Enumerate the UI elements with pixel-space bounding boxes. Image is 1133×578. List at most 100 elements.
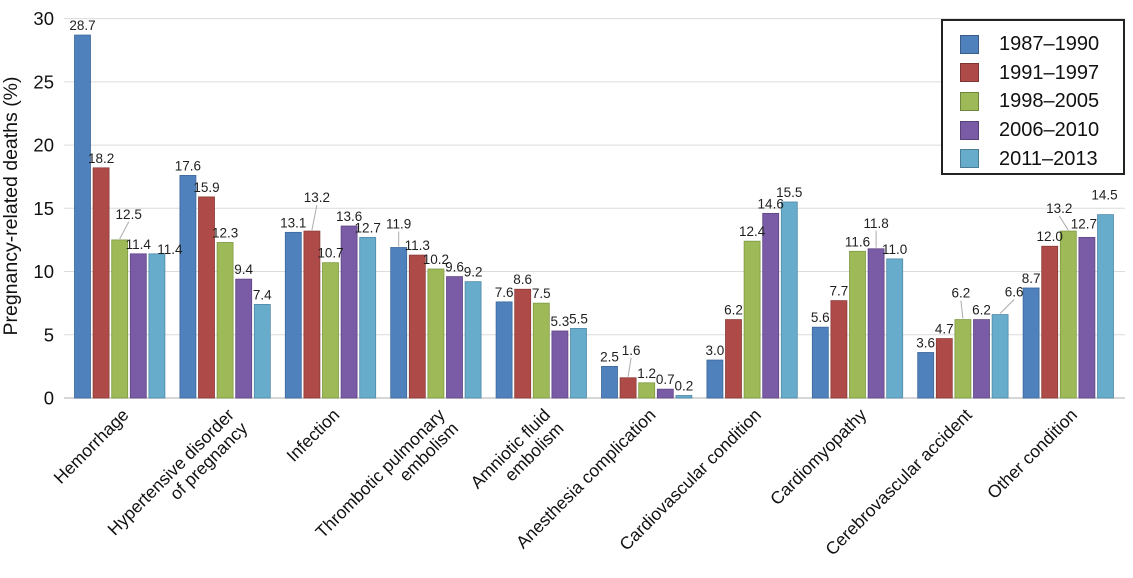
y-tick-labels: 0 5 10 15 20 25 30 (33, 8, 54, 408)
bar (1059, 230, 1077, 399)
bar (849, 250, 866, 399)
leader-line (1058, 215, 1069, 231)
y-tick-label: 25 (33, 71, 54, 92)
bar-value-label: 2.5 (600, 349, 619, 364)
bar-value-label: 6.6 (1005, 285, 1024, 300)
y-tick-label: 15 (33, 198, 54, 219)
legend-label: 2006–2010 (999, 119, 1100, 142)
bar-value-label: 11.9 (386, 217, 411, 232)
legend-row: 2006–2010 (960, 116, 1123, 145)
bar (495, 301, 513, 399)
legend: 1987–1990 1991–1997 1998–2005 2006–2010 2011… (941, 19, 1125, 175)
bar-value-label: 1.2 (637, 366, 656, 381)
bar (935, 338, 953, 399)
x-category-label: Hypertensive disorderof pregnancy (103, 405, 251, 553)
x-category-label: Amniotic fluidembolism (466, 405, 567, 506)
y-tick-label: 10 (33, 261, 54, 282)
bar-value-label: 15.9 (193, 180, 219, 195)
bar (284, 231, 302, 399)
legend-row: 1998–2005 (960, 87, 1123, 116)
leader-line (627, 357, 632, 377)
bar (532, 302, 550, 399)
leader-line (999, 299, 1015, 314)
legend-label: 1991–1997 (999, 61, 1100, 84)
bar-value-label: 7.6 (495, 285, 514, 300)
bar (675, 395, 693, 399)
bar-value-label: 9.6 (445, 260, 464, 275)
bar-value-label: 10.2 (423, 252, 449, 267)
bar (390, 247, 408, 399)
bar (551, 330, 569, 399)
bar (148, 253, 166, 399)
bar-value-label: 5.6 (811, 310, 830, 325)
bar-value-labels: 28.7 18.2 12.5 11.4 11.4 17.6 15.9 12.3 9.47.4 13… (69, 18, 1117, 393)
bar-value-label: 12.7 (1071, 216, 1097, 231)
bar-value-label: 14.5 (1091, 188, 1117, 203)
bar-value-label: 13.1 (280, 215, 306, 230)
bar (780, 201, 798, 399)
bar-value-label: 18.2 (88, 151, 114, 166)
bar (198, 196, 215, 399)
bar-value-label: 9.4 (234, 262, 253, 277)
bar (656, 388, 674, 399)
bar-value-label: 13.2 (304, 190, 330, 205)
bar-value-label: 5.3 (551, 314, 570, 329)
bar (762, 212, 780, 399)
bar (359, 236, 377, 399)
bar (340, 225, 358, 399)
bar (867, 248, 885, 399)
bar (725, 319, 742, 399)
bar-value-label: 0.7 (656, 372, 675, 387)
bar (917, 352, 935, 399)
bar (216, 242, 234, 399)
bar (303, 230, 321, 399)
bar-value-label: 7.7 (830, 284, 849, 299)
bar (570, 328, 587, 399)
legend-swatch (960, 91, 979, 111)
leader-line (311, 204, 318, 231)
bar-value-label: 3.0 (706, 343, 725, 358)
bar-value-label: 11.6 (845, 234, 870, 249)
bar-value-label: 3.6 (916, 335, 935, 350)
bar-value-label: 12.5 (116, 207, 142, 222)
bar (1041, 245, 1059, 399)
bar-value-label: 7.4 (253, 287, 272, 302)
bar (129, 253, 147, 399)
bars-layer (74, 34, 1114, 399)
legend-row: 1987–1990 (960, 30, 1123, 59)
bar (427, 268, 445, 399)
bar (514, 288, 532, 399)
bar-value-label: 6.2 (724, 303, 743, 318)
bar (830, 300, 848, 399)
bar-value-label: 11.4 (157, 242, 183, 257)
bar (1022, 287, 1040, 399)
x-category-label: Infection (282, 405, 343, 466)
bar-value-label: 5.5 (569, 311, 588, 326)
legend-label: 2011–2013 (999, 147, 1098, 170)
legend-label: 1987–1990 (999, 33, 1100, 56)
x-category-label: Cardiomyopathy (766, 405, 870, 509)
bar (235, 278, 253, 399)
bar (253, 304, 271, 399)
legend-label: 1998–2005 (999, 90, 1100, 113)
bar-value-label: 13.2 (1046, 201, 1072, 216)
bar (1097, 214, 1114, 399)
bar-value-label: 11.8 (863, 216, 888, 231)
bar (408, 254, 426, 399)
bar-value-label: 12.0 (1037, 229, 1063, 244)
bar-value-label: 6.2 (972, 303, 991, 318)
leader-line (960, 300, 964, 319)
bar (1078, 236, 1096, 399)
bar (74, 34, 91, 399)
bar (92, 167, 110, 399)
bar (446, 276, 463, 399)
y-tick-label: 20 (33, 135, 54, 156)
bar (179, 175, 197, 399)
bar-value-label: 11.4 (126, 237, 152, 252)
x-category-label: Hemorrhage (50, 405, 133, 488)
bar-value-label: 12.7 (355, 220, 381, 235)
bar-value-label: 17.6 (175, 158, 201, 173)
bar (619, 377, 637, 399)
bar (811, 326, 829, 399)
